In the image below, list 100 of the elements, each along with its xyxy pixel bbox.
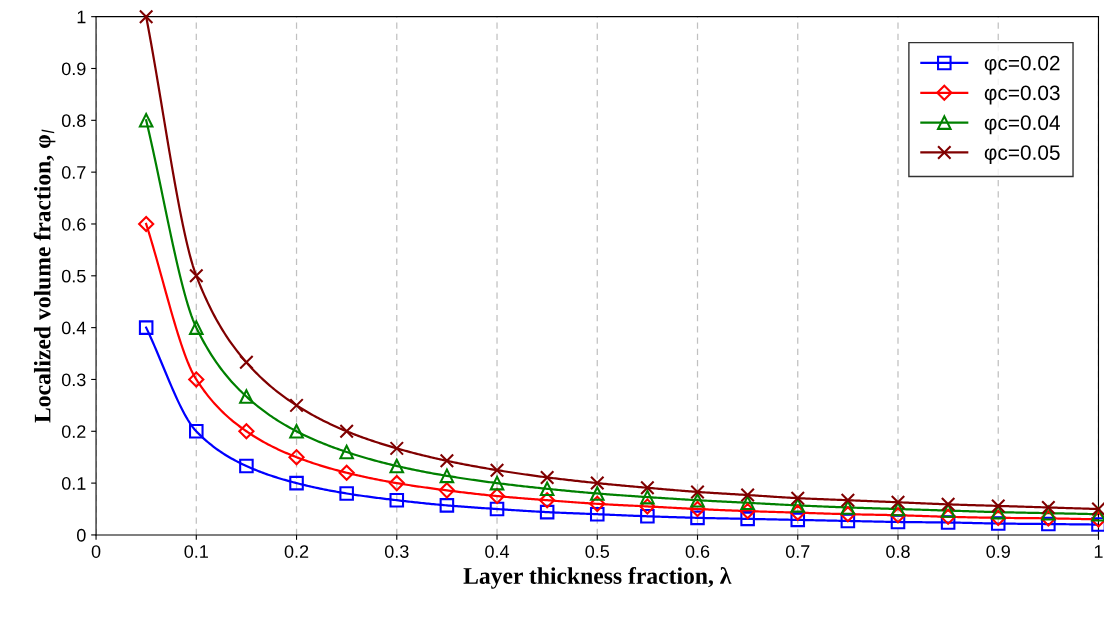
point [138, 113, 154, 128]
legend-label: φc=0.04 [984, 115, 1060, 135]
point [339, 444, 354, 460]
point [489, 462, 505, 478]
point [690, 510, 705, 526]
point [539, 492, 556, 509]
point [289, 398, 304, 413]
point [790, 490, 806, 506]
point [940, 508, 957, 525]
y-tick-label: 0.8 [61, 114, 86, 128]
point [990, 516, 1006, 531]
legend-label: φc=0.02 [984, 55, 1060, 75]
point [890, 514, 906, 530]
point [439, 468, 455, 484]
point [189, 268, 204, 284]
point [889, 507, 907, 524]
legend-label: φc=0.05 [984, 145, 1060, 165]
y-tick-label: 0.5 [61, 269, 86, 283]
y-tick-label: 0 [76, 528, 86, 542]
x-tick-label: 0.7 [785, 545, 810, 558]
y-tick-label: 0.6 [61, 217, 86, 231]
x-axis-title: Layer thickness fraction, λ [463, 567, 732, 589]
point [589, 495, 606, 512]
point [640, 480, 655, 496]
point [138, 9, 154, 24]
point [438, 482, 456, 499]
point [940, 497, 956, 512]
point [239, 458, 254, 474]
point [840, 492, 856, 508]
point [339, 423, 354, 439]
point [189, 320, 204, 335]
point [740, 495, 755, 511]
x-tick-label: 0.2 [284, 545, 309, 558]
point [640, 489, 655, 505]
y-tick-label: 1 [77, 10, 86, 24]
point [388, 475, 405, 492]
x-tick-label: 0.9 [986, 545, 1010, 558]
x-tick-label: 0.1 [184, 545, 208, 558]
point [489, 501, 505, 517]
point [589, 475, 605, 491]
point [488, 487, 506, 505]
point [740, 487, 755, 503]
point [639, 498, 656, 515]
point [789, 504, 806, 521]
point [539, 481, 555, 497]
point [940, 503, 956, 518]
point [840, 513, 856, 529]
point [790, 498, 806, 513]
point [439, 453, 455, 469]
point [840, 500, 856, 515]
x-tick-label: 0 [91, 545, 101, 558]
point [790, 512, 806, 528]
y-tick-label: 0.3 [61, 373, 86, 387]
point [740, 511, 755, 527]
point [940, 515, 956, 530]
y-tick-label: 0.4 [61, 321, 86, 335]
x-tick-label: 1 [1094, 545, 1103, 558]
y-tick-label: 0.1 [61, 477, 86, 490]
point [338, 464, 355, 481]
point [289, 475, 304, 491]
x-tick-label: 0.6 [685, 545, 710, 558]
x-tick-label: 0.4 [485, 545, 510, 558]
point [739, 502, 756, 520]
point [839, 506, 856, 523]
x-tick-label: 0.8 [886, 545, 910, 558]
point [589, 486, 605, 501]
point [339, 486, 354, 501]
point [288, 449, 305, 466]
point [690, 492, 705, 508]
point [1041, 500, 1056, 515]
y-tick-label: 0.9 [61, 62, 86, 76]
point [690, 484, 705, 500]
point [1041, 505, 1056, 521]
point [389, 458, 405, 474]
point [238, 423, 255, 440]
point [138, 320, 154, 335]
x-tick-label: 0.5 [585, 545, 610, 558]
point [990, 509, 1007, 526]
y-axis-title: Localized volume fraction, φ$_{l}$ [33, 129, 56, 423]
point [389, 492, 405, 508]
point [239, 355, 254, 370]
point [1041, 516, 1056, 532]
y-tick-label: 0.2 [61, 425, 86, 438]
point [689, 500, 706, 518]
point [890, 501, 906, 517]
y-tick-label: 0.7 [61, 166, 86, 179]
point [890, 495, 906, 510]
point [589, 506, 605, 522]
point [138, 215, 155, 233]
point [539, 470, 555, 485]
point [640, 508, 655, 524]
point [239, 389, 254, 404]
point [439, 498, 455, 513]
point [289, 423, 304, 439]
point [189, 423, 204, 439]
point [188, 371, 205, 388]
point [389, 441, 405, 456]
point [1040, 510, 1057, 527]
point [489, 475, 505, 491]
point [539, 504, 555, 520]
